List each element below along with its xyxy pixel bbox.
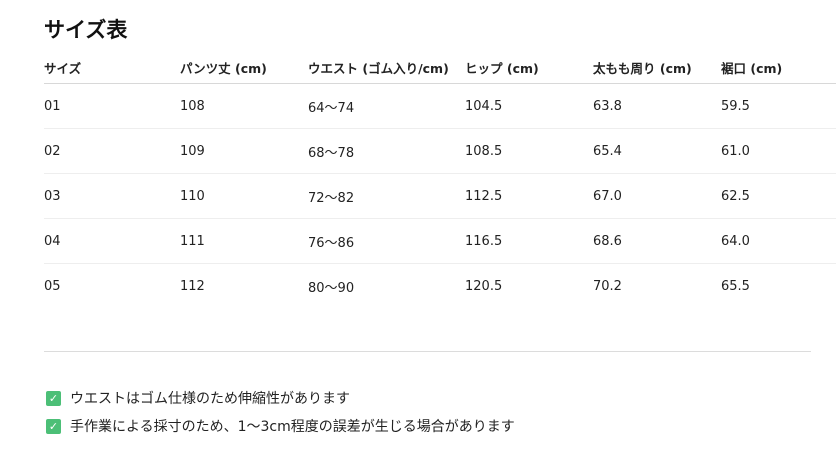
table-header-row: サイズ パンツ丈 (cm) ウエスト (ゴム入り/cm) ヒップ (cm) 太もも周り …	[44, 52, 836, 84]
table-cell: 59.5	[721, 83, 836, 129]
check-box-icon: ✓	[46, 390, 61, 406]
column-header: 裾口 (cm)	[721, 52, 836, 84]
table-row: 03 110 72〜82 112.5 67.0 62.5	[44, 173, 836, 219]
table-cell: 108	[180, 83, 308, 129]
check-box-icon: ✓	[46, 418, 61, 434]
table-cell: 67.0	[593, 173, 721, 219]
column-header: サイズ	[44, 52, 180, 84]
size-table: サイズ パンツ丈 (cm) ウエスト (ゴム入り/cm) ヒップ (cm) 太もも周り …	[44, 52, 836, 308]
table-cell: 02	[44, 128, 180, 174]
table-cell: 64〜74	[308, 83, 465, 129]
table-cell: 65.5	[721, 278, 750, 294]
table-cell: 70.2	[593, 278, 622, 294]
table-row: 04 111 76〜86 116.5 68.6 64.0	[44, 218, 836, 264]
column-header: パンツ丈 (cm)	[180, 52, 308, 84]
notes-list: ✓ ウエストはゴム仕様のため伸縮性があります ✓ 手作業による採寸のため、1〜3cm程…	[46, 384, 515, 440]
table-cell: 80〜90	[308, 280, 355, 296]
column-header: ウエスト (ゴム入り/cm)	[308, 52, 465, 84]
note-item: ✓ 手作業による採寸のため、1〜3cm程度の誤差が生じる場合があります	[46, 412, 515, 440]
table-row: 02 109 68〜78 108.5 65.4 61.0	[44, 128, 836, 174]
table-cell: 108.5	[465, 128, 593, 174]
column-header: 太もも周り (cm)	[593, 52, 721, 84]
table-cell: 03	[44, 173, 180, 219]
column-header: ヒップ (cm)	[465, 52, 593, 84]
table-cell: 61.0	[721, 128, 836, 174]
table-cell: 68.6	[593, 218, 721, 264]
table-cell: 112.5	[465, 173, 593, 219]
table-cell: 110	[180, 173, 308, 219]
note-text: ウエストはゴム仕様のため伸縮性があります	[70, 391, 350, 407]
table-cell: 109	[180, 128, 308, 174]
table-cell: 112	[180, 278, 205, 294]
table-cell: 63.8	[593, 83, 721, 129]
table-cell: 76〜86	[308, 218, 465, 264]
page-title: サイズ表	[44, 18, 128, 42]
note-text: 手作業による採寸のため、1〜3cm程度の誤差が生じる場合があります	[70, 419, 515, 435]
table-row: 05 112 80〜90 120.5 70.2 65.5	[44, 264, 836, 309]
divider	[44, 351, 811, 352]
table-cell: 04	[44, 218, 180, 264]
note-item: ✓ ウエストはゴム仕様のため伸縮性があります	[46, 384, 515, 412]
table-cell: 68〜78	[308, 128, 465, 174]
table-cell: 64.0	[721, 218, 836, 264]
table-cell: 05	[44, 278, 61, 294]
table-cell: 120.5	[465, 278, 503, 294]
table-cell: 72〜82	[308, 173, 465, 219]
table-cell: 65.4	[593, 128, 721, 174]
table-cell: 116.5	[465, 218, 593, 264]
table-row: 01 108 64〜74 104.5 63.8 59.5	[44, 83, 836, 129]
table-cell: 01	[44, 83, 180, 129]
table-cell: 111	[180, 218, 308, 264]
table-cell: 62.5	[721, 173, 836, 219]
table-cell: 104.5	[465, 83, 593, 129]
